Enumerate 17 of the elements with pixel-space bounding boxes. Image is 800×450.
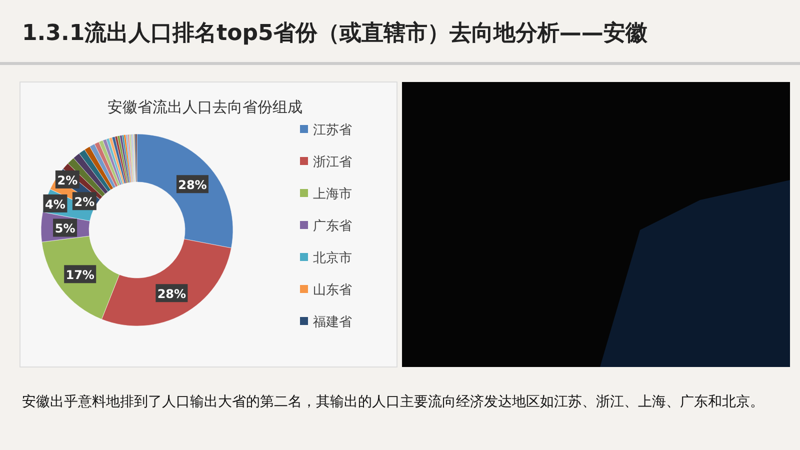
data-label: 5% [54, 222, 76, 236]
chart-title: 1.3.1流出人口排名top5省份（或直辖市）去向地分析——安徽 [22, 20, 648, 48]
data-label: 17% [66, 268, 94, 282]
data-label: 2% [74, 195, 95, 210]
text: 安徽出乎意料地排到了人口输出大省的第二名，其输出的人口主要流向经济发达地区如江苏、浙江、上海、广东和北京。 [22, 393, 765, 412]
legend-label: 山东省 [313, 283, 352, 298]
data-label: 28% [178, 178, 207, 192]
legend-label: 广东省 [313, 219, 352, 234]
legend-label: 江苏省 [313, 123, 352, 138]
data-label: 4% [45, 197, 66, 212]
chart-subtitle: 安徽省流出人口去向省份组成 [108, 98, 302, 116]
data-label: 2% [57, 173, 78, 188]
legend-label: 北京市 [313, 251, 352, 266]
legend-label: 福建省 [313, 315, 352, 330]
legend-label: 浙江省 [313, 155, 352, 170]
legend-label: 上海市 [313, 187, 352, 202]
data-label: 28% [157, 287, 186, 302]
